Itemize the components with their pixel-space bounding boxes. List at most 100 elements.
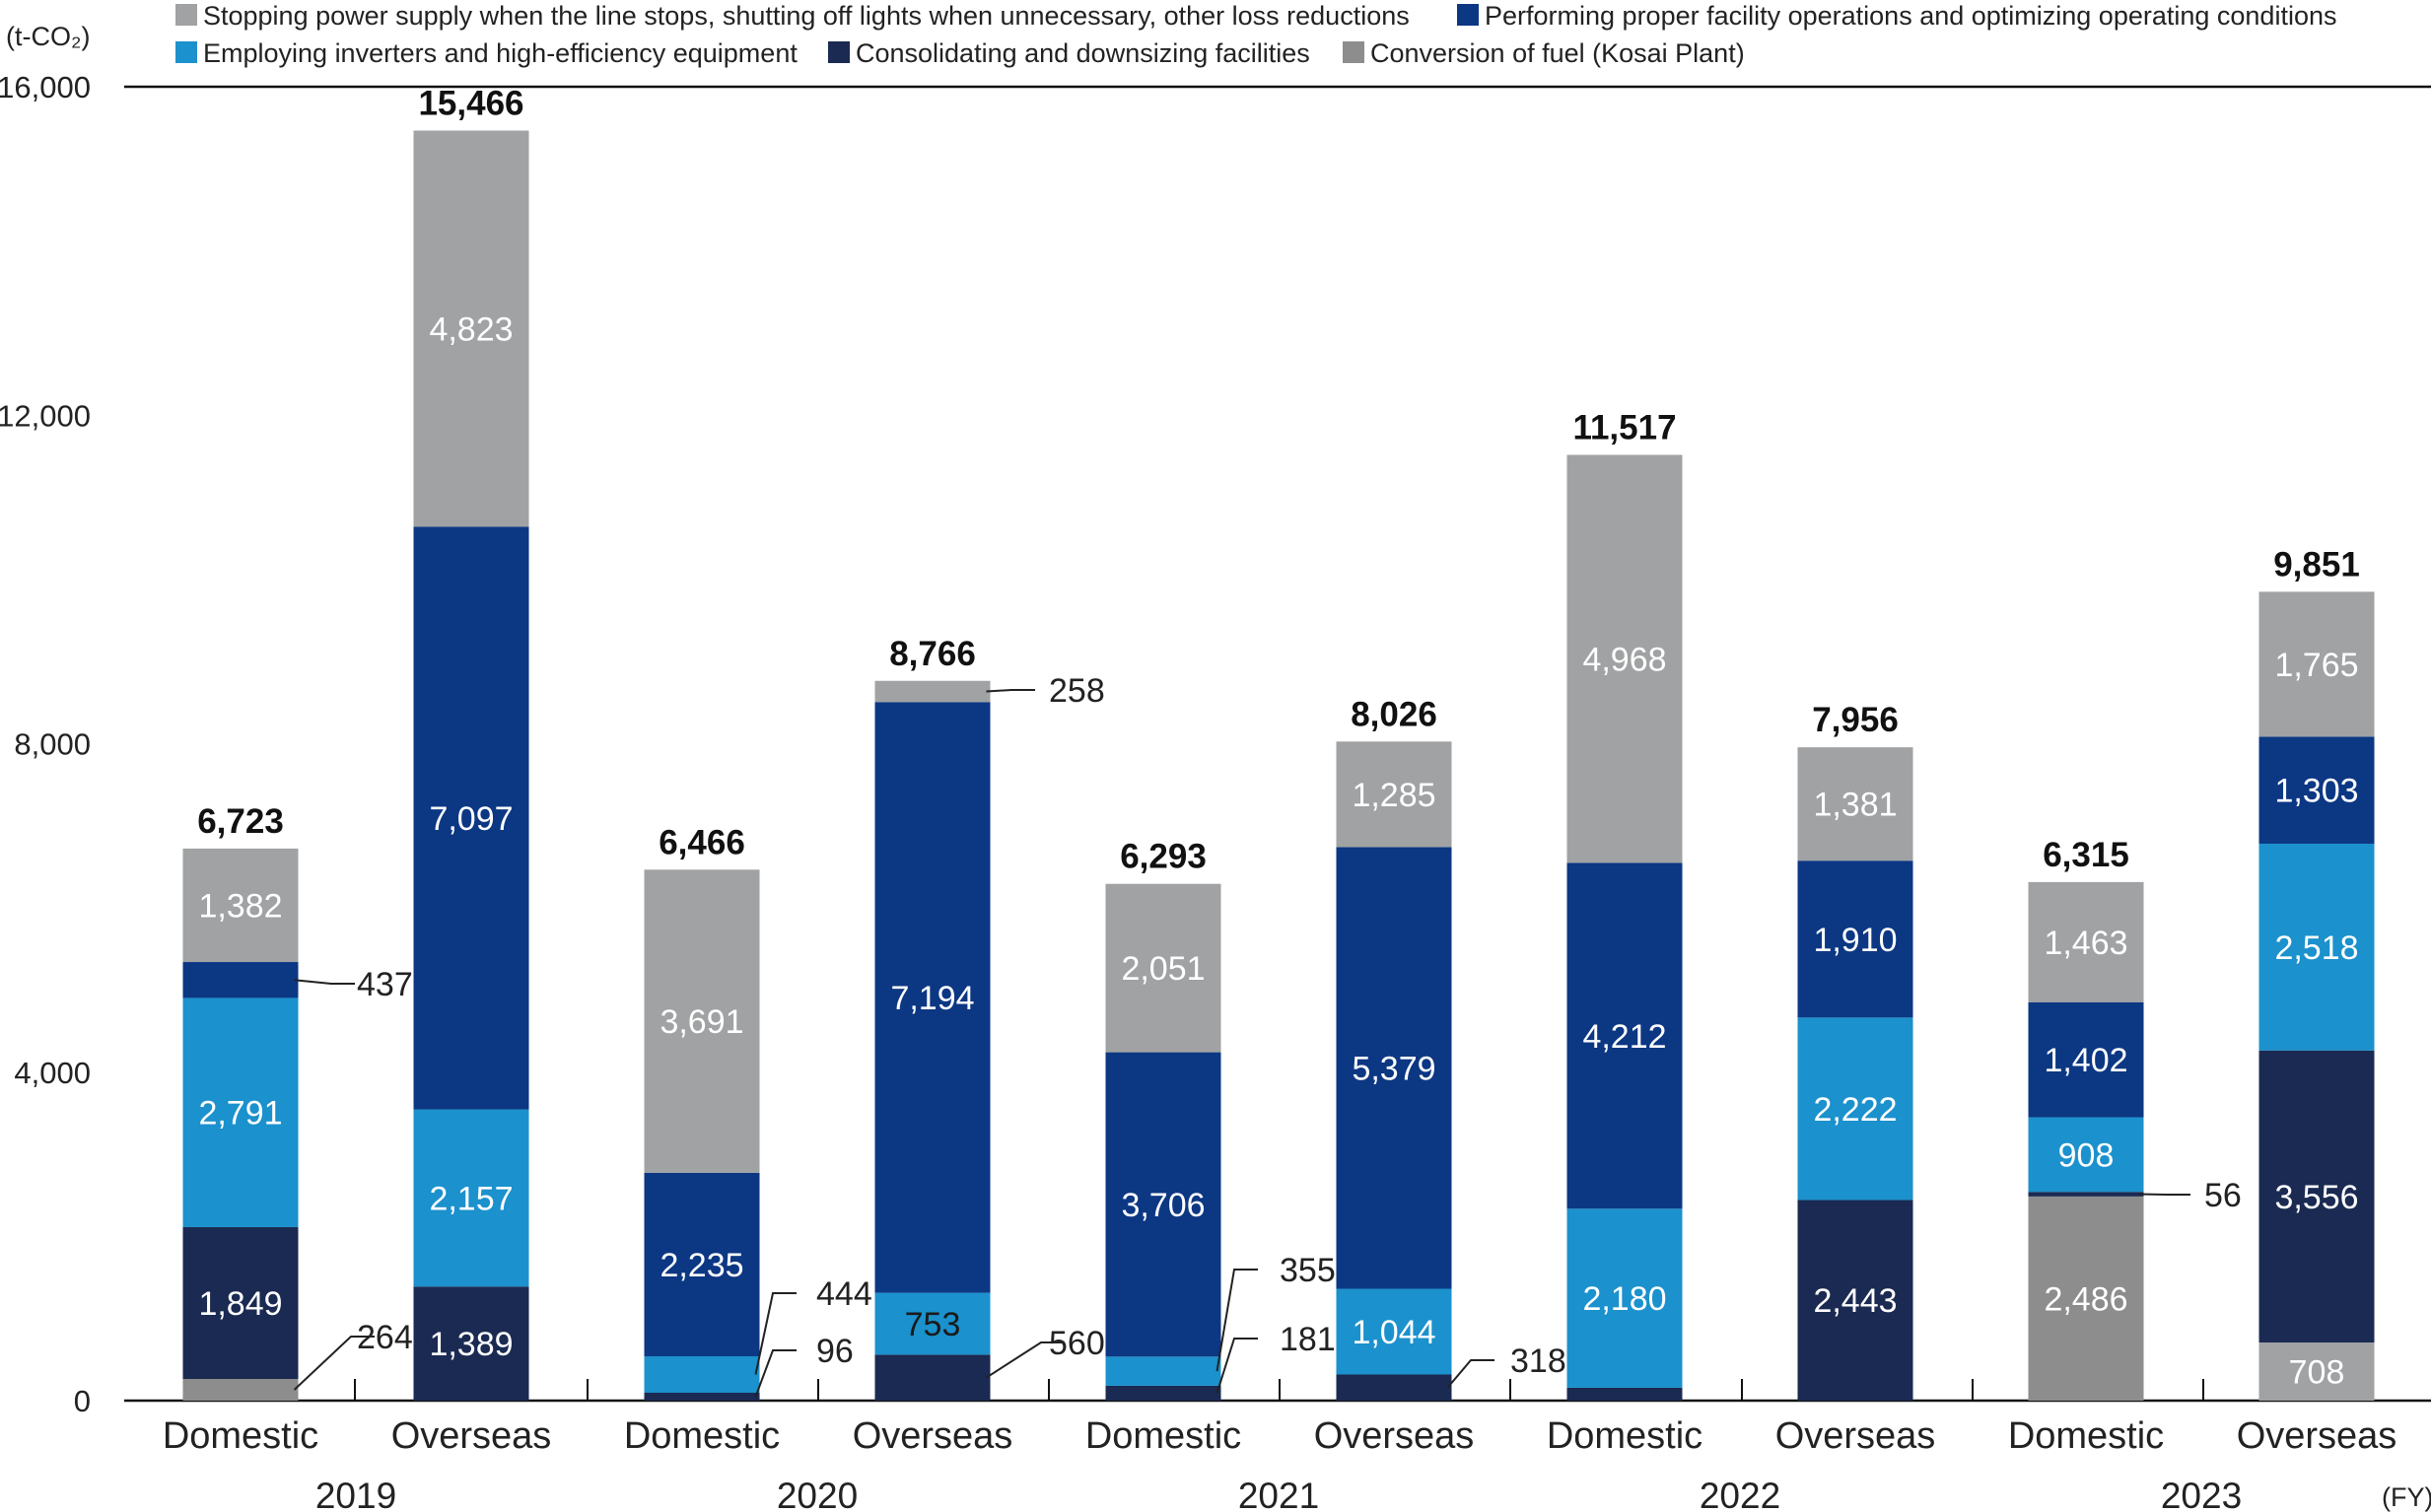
x-group-label: 2022 [1700,1476,1780,1512]
bar-segment [1797,1017,1913,1201]
segment-value-label: 1,303 [2274,773,2358,810]
bar-segment [1105,1052,1221,1357]
bar-segment [874,680,991,703]
segment-value-label: 908 [2058,1136,2115,1174]
bar-segment [2258,843,2375,1051]
bar-segment [2028,1196,2144,1401]
segment-value-label: 1,044 [1352,1314,1435,1351]
bar-segment [413,1109,529,1287]
bar-segment [874,1292,991,1355]
y-tick-label: 16,000 [0,70,91,104]
bar-segment [2258,736,2375,844]
callout-leader-line [986,689,1035,693]
y-tick-label: 8,000 [14,727,91,762]
segment-value-label: 7,097 [429,800,513,838]
callout-value-label: 181 [1280,1321,1336,1358]
segment-value-label: 1,849 [198,1285,282,1323]
x-group-label: 2021 [1238,1476,1319,1512]
x-category-label: Overseas [1314,1415,1475,1457]
callout-value-label: 560 [1049,1325,1105,1362]
bar-segment [1566,1387,1683,1401]
bar-total-label: 11,517 [1572,408,1676,447]
segment-value-label: 2,180 [1582,1280,1666,1318]
bar-segment [1336,741,1452,848]
bar-segment [874,702,991,1293]
segment-value-label: 4,968 [1582,641,1666,678]
bar-segment [1566,862,1683,1209]
x-group-label: 2023 [2161,1476,2242,1512]
segment-value-label: 3,706 [1121,1187,1205,1224]
legend-swatch [175,4,197,26]
bar-total-label: 8,026 [1351,695,1437,733]
legend-label: Performing proper facility operations an… [1485,1,2336,31]
callout-value-label: 96 [816,1333,854,1370]
bar-total-label: 6,315 [2043,836,2129,874]
segment-value-label: 2,222 [1813,1091,1897,1129]
segment-value-label: 2,157 [429,1180,513,1217]
bar-total-label: 9,851 [2273,545,2360,584]
callout-value-label: 444 [816,1275,872,1313]
x-category-label: Domestic [2008,1415,2164,1457]
bars [182,130,2375,1401]
bar-segment [1566,454,1683,863]
segment-value-label: 4,823 [429,310,513,348]
callout-value-label: 56 [2204,1177,2242,1214]
x-category-label: Overseas [853,1415,1013,1457]
segment-value-label: 2,051 [1121,950,1205,988]
y-tick-label: 0 [74,1384,91,1418]
bar-segment [2028,1117,2144,1193]
bar-segment [2258,1342,2375,1401]
bar-segment [1336,847,1452,1289]
bar-segment [1797,747,1913,861]
bar-segment [2028,1192,2144,1197]
bar-segment [644,869,760,1173]
callout-value-label: 318 [1510,1342,1566,1380]
segment-value-label: 1,382 [198,887,282,925]
bar-segment [1105,1385,1221,1401]
callout-leader-line [754,1292,797,1375]
segment-value-label: 2,791 [198,1095,282,1133]
bar-total-label: 15,466 [418,84,523,122]
segment-value-label: 1,389 [429,1326,513,1363]
callout-leader-line [293,1336,375,1391]
bar-total-label: 8,766 [889,635,976,673]
segment-value-label: 1,910 [1813,922,1897,959]
bar-segment [413,1286,529,1401]
x-group-label: 2020 [777,1476,858,1512]
callout-leader-line [754,1349,797,1398]
x-category-label: Domestic [1547,1415,1702,1457]
x-group-label: 2019 [315,1476,396,1512]
legend-swatch [1457,4,1479,26]
bar-segment [1797,1200,1913,1401]
legend-swatch [175,41,197,63]
bar-segment [182,1226,299,1380]
legend: Stopping power supply when the line stop… [175,1,2336,68]
segment-value-label: 2,518 [2274,929,2358,967]
legend-swatch [828,41,850,63]
bar-segment [1105,883,1221,1053]
segment-value-label: 753 [905,1306,961,1343]
bar-segment [644,1172,760,1357]
bar-total-label: 6,466 [659,823,745,861]
segment-value-label: 708 [2289,1354,2345,1392]
x-category-label: Overseas [391,1415,552,1457]
x-axis: Domestic Overseas Domestic Overseas Domestic… [163,1415,2397,1512]
bar-segment [2258,591,2375,737]
segment-value-label: 1,381 [1813,787,1897,824]
bar-total-label: 6,293 [1120,838,1207,876]
segment-value-label: 1,402 [2044,1042,2127,1079]
bar-segment [1797,860,1913,1018]
callout-value-label: 264 [357,1319,413,1356]
data-labels: 264 1,849 2,791 437 1,382 6,723 1,389 2,157 7,09… [197,84,2360,1398]
segment-value-label: 3,556 [2274,1179,2358,1216]
segment-value-label: 3,691 [660,1003,743,1041]
bar-segment [413,130,529,527]
x-category-label: Domestic [1085,1415,1241,1457]
y-tick-label: 12,000 [0,398,91,433]
segment-value-label: 5,379 [1352,1050,1435,1087]
bar-segment [874,1354,991,1401]
segment-value-label: 2,486 [2044,1280,2127,1318]
segment-value-label: 4,212 [1582,1018,1666,1056]
callout-leader-line [1446,1359,1494,1389]
